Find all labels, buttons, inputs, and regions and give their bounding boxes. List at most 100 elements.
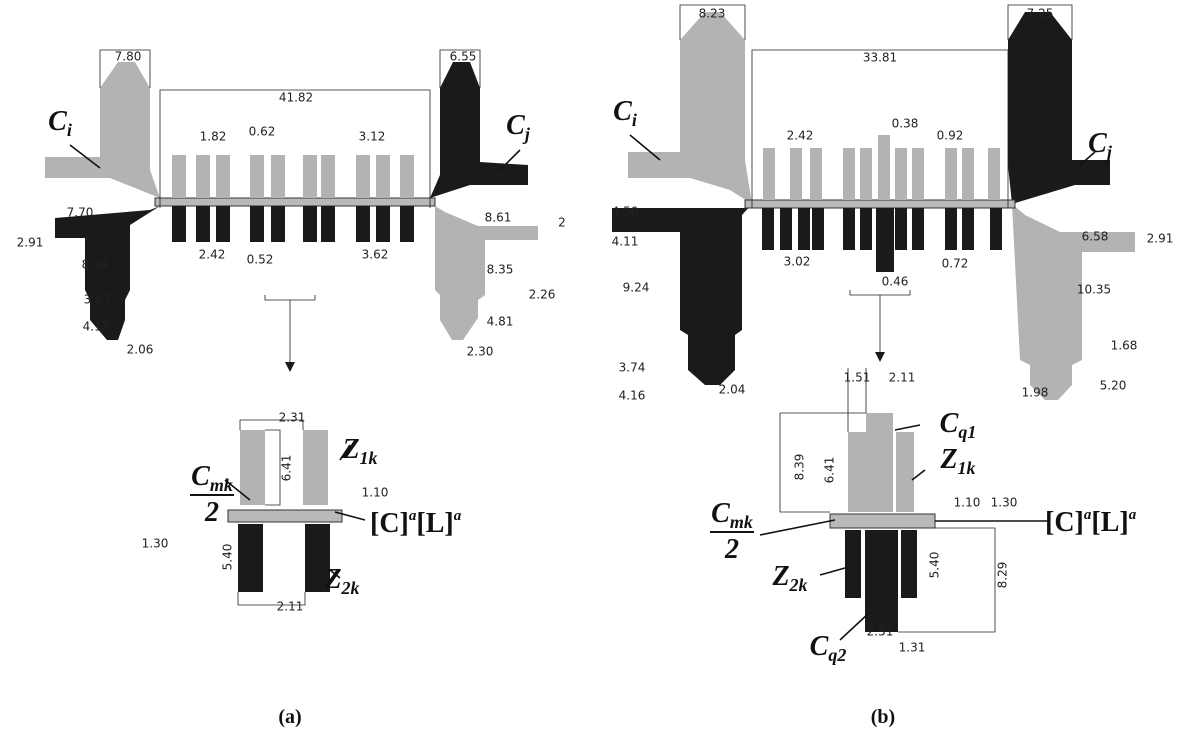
matrix-sup: a [454,508,462,524]
symbol: Z1k [939,444,975,478]
dimension-label: 0.72 [942,257,969,271]
dimension-label: 0.92 [937,129,964,143]
stub [400,206,414,242]
dimension-label: 7.80 [115,50,142,64]
symbol-base: Z [323,564,341,595]
stub [990,208,1002,250]
matrix-c: [C] [370,508,409,539]
dimension-label: 7.25 [1027,7,1054,21]
matrix-label: [C]a[L]a [370,508,462,539]
dimension-label: 0.62 [249,125,276,139]
shape [228,510,342,522]
stub [763,148,775,200]
dimension-label: 1.51 [844,371,871,385]
dimension-label: 4.11 [612,235,639,249]
dimension-label: 2.30 [467,345,494,359]
dimension-label: 2.04 [719,383,746,397]
symbol: Cj [506,110,531,144]
stub [843,208,855,250]
dimension-label: 0.46 [882,275,909,289]
caption: (b) [871,706,895,728]
dimension-label: 2.31 [279,411,306,425]
shape [628,12,752,204]
shape [830,514,935,528]
shape [285,362,295,372]
symbol-subscript: mk [730,512,753,532]
dimension-label: 8.61 [485,211,512,225]
symbol-base: C [810,631,829,662]
shape [1012,204,1135,400]
symbol-base: C [48,106,67,137]
symbol: Z2k [771,561,807,595]
dimension-label: 2.91 [1147,232,1174,246]
dimension-label: 8.39 [793,454,807,481]
dimension-label: 6.41 [280,455,294,482]
stub [945,208,957,250]
stub [812,208,824,250]
symbol: Cq2 [810,631,847,665]
dimension-label: 3.62 [362,248,389,262]
shape [850,290,910,355]
stub [962,148,974,200]
stub [172,155,186,198]
stub [945,148,957,200]
stub [400,155,414,198]
stub [876,208,894,272]
matrix-label: [C]a[L]a [1045,507,1137,538]
stub [843,148,855,200]
dimension-label: 0.38 [892,117,919,131]
stub [321,206,335,242]
shape [155,198,435,206]
shape [303,430,328,505]
dimension-label: 1.10 [954,496,981,510]
dimension-label: 1.30 [142,537,169,551]
matrix-l: [L] [1091,507,1128,538]
stub [860,148,872,200]
dimension-label: 9.24 [623,281,650,295]
dimension-label: 2.51 [867,625,894,639]
stub [303,155,317,198]
dimension-label: 1.82 [200,130,227,144]
dimension-label: 0.52 [247,253,274,267]
dimension-label: 5.20 [1100,379,1127,393]
dimension-label: 1.10 [362,486,389,500]
stub [810,148,822,200]
stub [303,206,317,242]
stub [376,155,390,198]
stub [962,208,974,250]
stub [798,208,810,250]
stub [790,148,802,200]
dimension-label: 8.35 [487,263,514,277]
dimension-label: 2.11 [889,371,916,385]
symbol-subscript: 2k [789,575,808,595]
shape [865,530,898,632]
dimension-label: 41.82 [279,91,313,105]
symbol: Cmk [191,461,233,495]
symbol-base: C [711,498,730,529]
stub [216,206,230,242]
caption: (a) [278,706,301,728]
symbol-subscript: 2k [341,578,360,598]
dimension-label: 3.74 [619,361,646,375]
stub [271,206,285,242]
symbol-denominator: 2 [724,534,739,565]
dimension-label: 5.40 [221,544,235,571]
shape [265,295,315,365]
dimension-label: 2.42 [199,248,226,262]
stub [250,155,264,198]
stub [762,208,774,250]
panel-b-shapes [612,5,1135,640]
stub [895,208,907,250]
dimension-label: 6.41 [823,457,837,484]
shape [745,200,1015,208]
symbol: Z1k [341,434,377,468]
shape [901,530,917,598]
stub [356,155,370,198]
symbol: Cq1 [940,408,977,442]
stub [356,206,370,242]
figure: 7.806.5541.821.820.623.127.708.6122.912.… [0,0,1182,740]
dimension-label: 4.81 [487,315,514,329]
stub [912,208,924,250]
stub [172,206,186,242]
dimension-label: 8.29 [996,562,1010,589]
